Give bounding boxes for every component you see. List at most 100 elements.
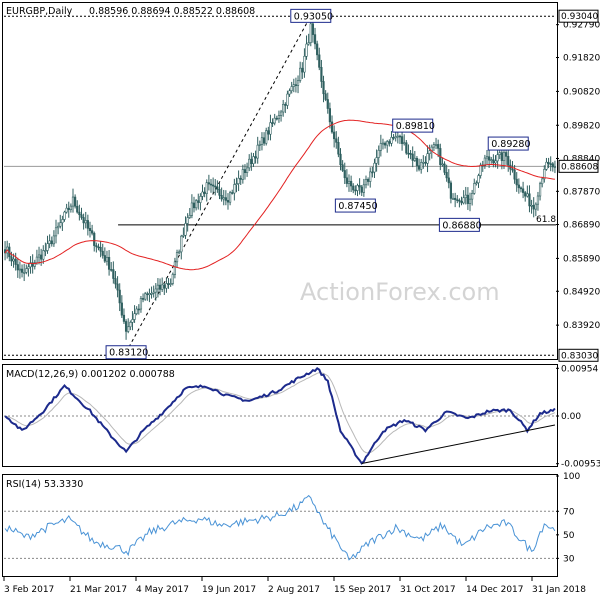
candle-26 xyxy=(59,214,62,229)
candle-body-186 xyxy=(398,135,402,138)
candle-body-121 xyxy=(260,137,264,145)
candle-206 xyxy=(441,157,444,167)
price-tick-label-5: 0.87870 xyxy=(563,187,600,197)
candle-7 xyxy=(18,261,22,279)
candle-body-159 xyxy=(341,164,344,171)
candle-body-82 xyxy=(178,251,181,254)
candle-91 xyxy=(197,193,200,210)
candle-216 xyxy=(462,190,465,205)
candle-body-87 xyxy=(188,215,191,218)
candle-163 xyxy=(350,175,353,193)
candle-body-8 xyxy=(20,268,24,273)
candle-71 xyxy=(154,283,157,301)
candle-82 xyxy=(178,249,181,255)
candle-243 xyxy=(519,186,523,193)
candle-body-232 xyxy=(496,154,499,162)
candle-28 xyxy=(63,210,66,222)
candle-body-71 xyxy=(154,288,157,293)
candle-body-233 xyxy=(498,152,501,155)
level-annotation-box-3 xyxy=(392,118,434,133)
candle-body-123 xyxy=(265,130,268,144)
price-level-box-2 xyxy=(558,159,599,173)
candle-body-256 xyxy=(547,161,550,164)
candle-226 xyxy=(483,154,486,169)
candle-body-251 xyxy=(536,195,540,205)
candle-body-214 xyxy=(458,199,461,202)
candle-111 xyxy=(239,175,242,185)
candle-body-10 xyxy=(25,268,28,273)
candle-body-32 xyxy=(71,196,75,207)
candle-156 xyxy=(335,131,338,149)
candle-134 xyxy=(288,88,291,97)
candle-191 xyxy=(409,149,412,160)
price-level-label-0: 0.93040 xyxy=(561,12,598,22)
candle-body-198 xyxy=(424,161,427,164)
candle-body-143 xyxy=(307,42,310,45)
candle-body-13 xyxy=(31,262,34,267)
candle-body-90 xyxy=(195,200,198,209)
candle-90 xyxy=(195,199,198,211)
candle-241 xyxy=(515,172,518,192)
candle-body-174 xyxy=(373,162,376,173)
x-tick-label-2: 4 May 2017 xyxy=(136,585,189,595)
candle-body-202 xyxy=(432,144,436,148)
candle-75 xyxy=(163,283,166,295)
candle-6 xyxy=(16,257,19,278)
candle-207 xyxy=(443,161,446,176)
candle-138 xyxy=(296,75,300,94)
candle-body-236 xyxy=(505,152,508,157)
candle-129 xyxy=(277,110,281,123)
candle-29 xyxy=(65,203,68,214)
price-level-box-1 xyxy=(558,348,599,362)
price-tick-label-4: 0.88840 xyxy=(563,154,600,164)
candle-257 xyxy=(549,156,552,172)
candle-30 xyxy=(67,201,70,218)
candle-body-14 xyxy=(33,262,36,267)
candle-200 xyxy=(428,144,431,161)
candle-body-102 xyxy=(220,195,223,200)
candle-body-134 xyxy=(288,90,291,95)
candle-body-161 xyxy=(345,177,348,184)
candle-167 xyxy=(358,178,361,195)
candle-121 xyxy=(260,132,264,151)
level-annotation-label-4: 0.86880 xyxy=(442,220,481,231)
candle-128 xyxy=(275,115,278,121)
candle-122 xyxy=(262,132,266,146)
price-panel-frame xyxy=(2,2,558,360)
candle-59 xyxy=(129,320,132,331)
candle-38 xyxy=(84,211,87,229)
candle-body-57 xyxy=(124,321,128,332)
candle-body-120 xyxy=(258,144,261,146)
candle-body-209 xyxy=(447,177,450,184)
candle-body-178 xyxy=(381,142,385,145)
candle-body-29 xyxy=(65,207,68,213)
macd-axis: 0.00954 0.00 -0.009538 xyxy=(556,364,600,470)
candle-body-206 xyxy=(441,163,444,166)
candle-body-196 xyxy=(420,162,423,170)
candle-14 xyxy=(33,259,36,270)
candle-body-177 xyxy=(379,143,382,151)
candle-body-157 xyxy=(337,142,340,155)
candle-253 xyxy=(541,176,544,188)
candle-47 xyxy=(103,247,106,263)
candle-209 xyxy=(447,169,450,189)
candle-body-30 xyxy=(67,207,70,210)
candle-31 xyxy=(69,203,72,213)
candle-53 xyxy=(116,276,119,298)
candle-110 xyxy=(237,170,240,192)
candle-body-23 xyxy=(52,235,55,245)
candle-body-250 xyxy=(534,203,537,210)
candle-103 xyxy=(222,189,225,206)
candle-74 xyxy=(161,277,164,292)
candle-body-75 xyxy=(163,284,166,289)
candle-body-124 xyxy=(267,130,270,135)
candle-body-27 xyxy=(61,219,64,224)
candle-body-26 xyxy=(59,222,62,227)
candle-9 xyxy=(23,263,26,282)
candle-body-6 xyxy=(16,264,19,271)
candle-body-188 xyxy=(403,142,406,145)
candle-203 xyxy=(434,137,438,150)
candle-body-35 xyxy=(78,211,81,216)
candle-195 xyxy=(417,158,421,172)
